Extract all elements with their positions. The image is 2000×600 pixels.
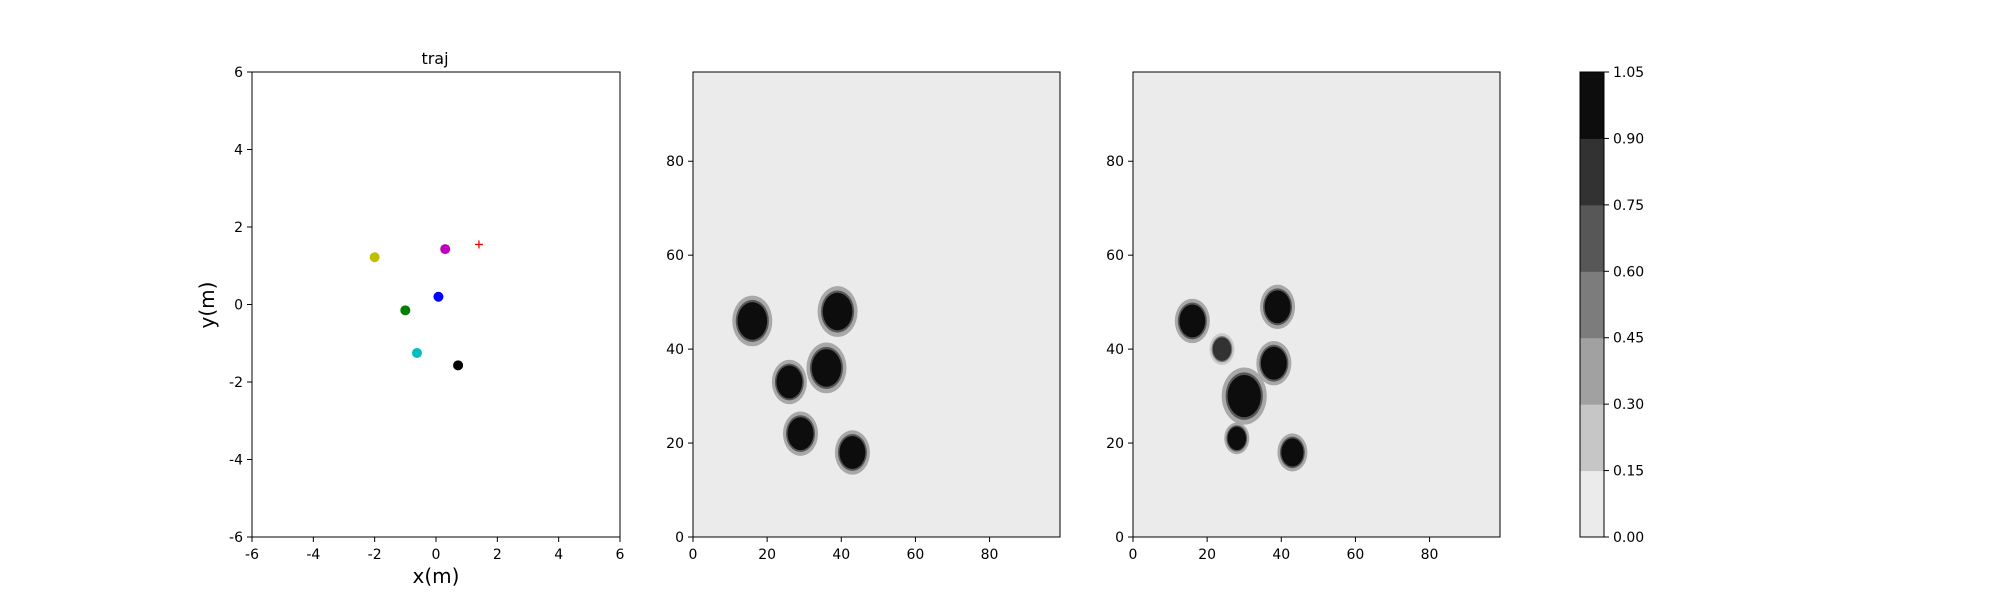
colorbar-tick-label: 0.15 — [1613, 464, 1644, 480]
heat-blob — [1221, 367, 1267, 425]
y-tick-label: 0 — [675, 530, 684, 546]
y-tick-label: 20 — [1106, 436, 1124, 452]
heat-blob — [1209, 333, 1235, 365]
x-tick-label: 20 — [1198, 547, 1216, 563]
heatmap-panel-1: 0 20 40 60 80 0 20 40 60 80 — [666, 71, 1061, 563]
colorbar-band — [1580, 404, 1604, 472]
scatter-points — [369, 240, 483, 371]
colorbar-band — [1580, 72, 1604, 139]
colorbar-frame — [1579, 71, 1605, 538]
data-point — [440, 244, 451, 255]
colorbar-band — [1580, 204, 1604, 272]
colorbar-tick-label: 0.60 — [1613, 264, 1644, 280]
heat-blob — [1256, 341, 1292, 386]
heatmap-1-x-ticks: 0 20 40 60 80 — [689, 537, 999, 563]
heatmap-2-x-ticks: 0 20 40 60 80 — [1129, 537, 1439, 563]
scatter-x-ticks: -6 -4 -2 0 2 4 6 — [245, 537, 625, 563]
colorbar-tick-label: 0.00 — [1613, 530, 1644, 546]
y-tick-label: 6 — [234, 65, 243, 81]
y-tick-label: 60 — [1106, 248, 1124, 264]
heat-blob — [732, 295, 773, 347]
scatter-title: traj — [421, 49, 448, 68]
data-point — [411, 347, 422, 358]
x-tick-label: 80 — [981, 547, 999, 563]
y-tick-label: 60 — [666, 248, 684, 264]
heat-blob — [1277, 433, 1308, 472]
y-tick-label: 2 — [234, 220, 243, 236]
y-tick-label: 40 — [666, 342, 684, 358]
heat-blob — [1260, 284, 1296, 330]
x-tick-label: 0 — [432, 547, 441, 563]
y-tick-label: 40 — [1106, 342, 1124, 358]
x-tick-label: 4 — [554, 547, 563, 563]
data-point — [433, 291, 444, 302]
y-tick-label: -6 — [229, 530, 243, 546]
heat-blob — [834, 430, 870, 475]
colorbar-tick-label: 0.90 — [1613, 131, 1644, 147]
colorbar-band — [1580, 337, 1604, 405]
goal-marker — [474, 240, 483, 249]
colorbar-tick-label: 0.30 — [1613, 397, 1644, 413]
y-tick-label: 20 — [666, 436, 684, 452]
heatmap-1-frame — [692, 71, 1061, 538]
scatter-panel: traj -6 -4 -2 0 2 4 6 -6 -4 -2 0 2 4 6 x(m) y(m) — [195, 49, 625, 588]
scatter-axes-frame — [251, 71, 621, 538]
data-point — [369, 252, 380, 263]
colorbar-band — [1580, 470, 1604, 538]
heatmap-panel-2: 0 20 40 60 80 0 20 40 60 80 — [1106, 71, 1501, 563]
colorbar-band — [1580, 138, 1604, 206]
x-tick-label: 80 — [1421, 547, 1439, 563]
y-tick-label: -2 — [229, 375, 243, 391]
heatmap-1-y-ticks: 0 20 40 60 80 — [666, 154, 693, 546]
heatmap-2-y-ticks: 0 20 40 60 80 — [1106, 154, 1133, 546]
y-tick-label: 0 — [234, 298, 243, 314]
x-tick-label: 0 — [689, 547, 698, 563]
colorbar-tick-label: 1.05 — [1613, 65, 1644, 81]
x-tick-label: -6 — [245, 547, 259, 563]
x-tick-label: 2 — [493, 547, 502, 563]
colorbar-tick-label: 0.75 — [1613, 198, 1644, 214]
x-tick-label: 60 — [1347, 547, 1365, 563]
colorbar-bands — [1580, 72, 1604, 538]
data-point — [400, 305, 411, 316]
heatmap-1-blobs — [732, 286, 870, 475]
x-tick-label: 60 — [907, 547, 925, 563]
data-point — [453, 360, 464, 371]
y-axis-label: y(m) — [195, 282, 219, 329]
heat-blob — [782, 411, 819, 456]
scatter-y-ticks: -6 -4 -2 0 2 4 6 — [229, 65, 252, 546]
colorbar: 0.00 0.15 0.30 0.45 0.60 0.75 0.90 1.05 — [1579, 65, 1644, 546]
heat-blob — [771, 359, 807, 405]
y-tick-label: 0 — [1115, 530, 1124, 546]
x-axis-label: x(m) — [413, 564, 460, 588]
heat-blob — [806, 342, 847, 394]
colorbar-band — [1580, 271, 1604, 339]
x-tick-label: -4 — [306, 547, 320, 563]
colorbar-ticks: 0.00 0.15 0.30 0.45 0.60 0.75 0.90 1.05 — [1604, 65, 1644, 546]
x-tick-label: 6 — [616, 547, 625, 563]
x-tick-label: -2 — [368, 547, 382, 563]
y-tick-label: -4 — [229, 453, 243, 469]
x-tick-label: 40 — [1272, 547, 1290, 563]
x-tick-label: 20 — [758, 547, 776, 563]
colorbar-tick-label: 0.45 — [1613, 331, 1644, 347]
heat-blob — [1224, 422, 1250, 455]
heatmap-2-blobs — [1174, 284, 1308, 472]
x-tick-label: 40 — [832, 547, 850, 563]
x-tick-label: 0 — [1129, 547, 1138, 563]
heat-blob — [1174, 298, 1210, 344]
y-tick-label: 80 — [1106, 154, 1124, 170]
y-tick-label: 4 — [234, 143, 243, 159]
heat-blob — [817, 286, 858, 337]
heatmap-2-frame — [1132, 71, 1501, 538]
y-tick-label: 80 — [666, 154, 684, 170]
